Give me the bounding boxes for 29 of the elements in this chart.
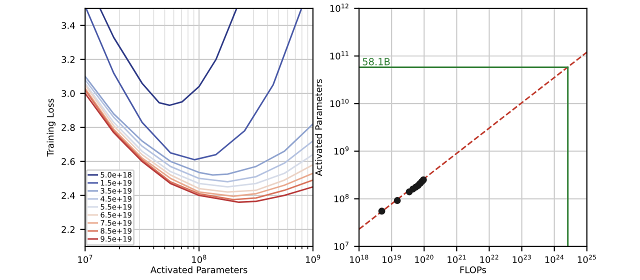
y-tick-label: 2.8 [62, 124, 75, 131]
x-tick-label: 10$^{23}$ [512, 254, 531, 264]
y-tick-label: 2.6 [62, 158, 75, 165]
y-tick-label: 10$^{9}$ [334, 146, 349, 155]
x-tick-label: 10$^{9}$ [306, 254, 320, 264]
y-tick-label: 3.2 [62, 56, 74, 63]
y-tick-label: 2.2 [62, 226, 74, 233]
y-tick-label: 10$^{8}$ [334, 194, 349, 202]
x-tick-label: 10$^{8}$ [192, 254, 206, 264]
x-axis-title: Activated Parameters [150, 266, 248, 274]
x-tick-label: 10$^{20}$ [415, 254, 434, 264]
x-tick-label: 10$^{25}$ [578, 254, 596, 264]
y-tick-label: 3.4 [62, 22, 75, 29]
x-axis-title: FLOPs [460, 266, 486, 274]
y-tick-label: 3.0 [62, 90, 75, 97]
y-axis-title: Training Loss [46, 98, 56, 157]
x-tick-label: 10$^{19}$ [382, 254, 401, 264]
y-tick-label: 2.4 [62, 192, 75, 199]
y-tick-label: 10$^{11}$ [330, 51, 348, 60]
x-tick-label: 10$^{22}$ [480, 254, 498, 264]
y-tick-label: 10$^{7}$ [334, 242, 348, 250]
y-tick-label: 10$^{10}$ [330, 98, 349, 108]
y-tick-label: 10$^{12}$ [330, 4, 348, 12]
ref-line-label: 58.1B [362, 58, 390, 66]
x-tick-label: 10$^{24}$ [545, 254, 564, 264]
x-tick-label: 10$^{7}$ [78, 254, 92, 264]
x-tick-label: 10$^{21}$ [448, 254, 466, 264]
y-axis-title: Activated Parameters [315, 79, 322, 176]
x-tick-label: 10$^{18}$ [350, 254, 368, 264]
